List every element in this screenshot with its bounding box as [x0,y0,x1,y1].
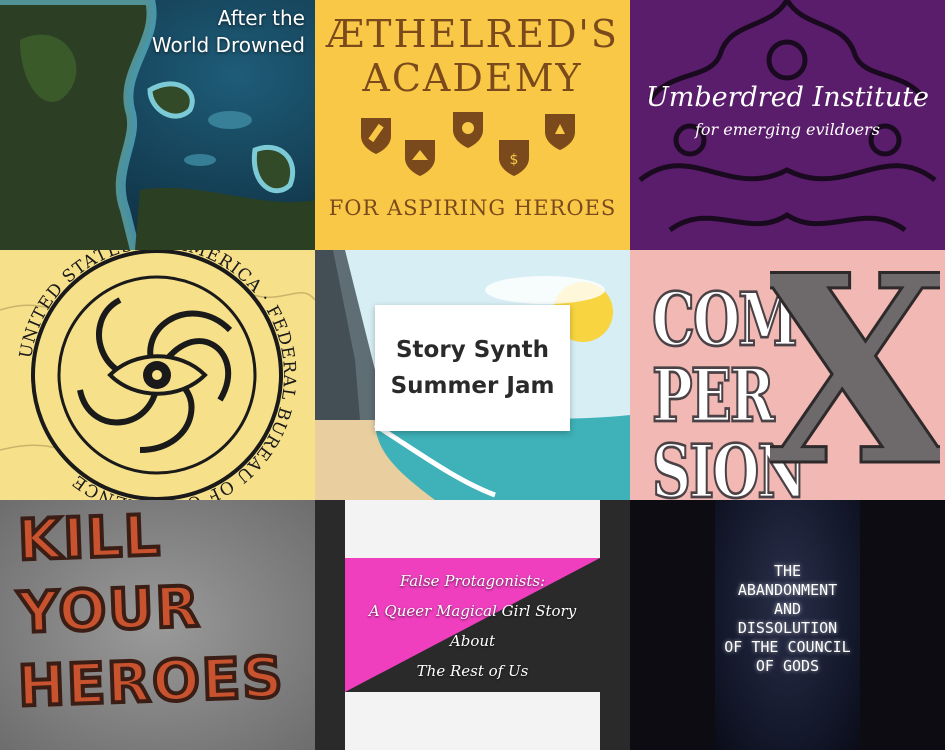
cover-title-line: The Rest of Us [416,662,529,680]
tile-title: Umberdred Institute [645,82,930,113]
starfield-poster [715,500,860,750]
beach-scene-image [315,250,630,500]
pink-black-band [345,558,600,692]
game-tile-story-synth-summer-jam[interactable]: Story Synth Summer Jam [315,250,630,500]
tile-title: ÆTHELRED'S ACADEMY [326,12,619,100]
game-tile-false-protagonists[interactable]: False Protagonists: A Queer Magical Girl… [315,500,630,750]
card-title-line: Summer Jam [390,373,555,399]
game-tile-aethelreds-academy[interactable]: ÆTHELRED'S ACADEMY $ FOR ASPIRING HEROES [315,0,630,250]
fbc-seal-image: UNITED STATES OF AMERICA · FEDERAL BUREA… [0,250,315,500]
tile-subtitle: for emerging evildoers [695,120,880,139]
aerial-islands-image [0,0,315,250]
poster-title: THE ABANDONMENT AND DISSOLUTION OF THE C… [724,562,851,675]
tile-title: After the World Drowned [151,6,305,57]
title-card: Story Synth Summer Jam [375,305,570,431]
game-tile-kill-your-heroes[interactable]: KILL YOUR HEROES [0,500,315,750]
cover-title-line: A Queer Magical Girl Story [368,602,577,620]
game-tile-compersion[interactable]: COM PER SION X [630,250,945,500]
title-line: KILL [15,502,165,576]
game-tile-abandonment-council-of-gods[interactable]: THE ABANDONMENT AND DISSOLUTION OF THE C… [630,500,945,750]
hero-shields-icons: $ [361,112,575,176]
ornate-x-glyph: X [770,252,940,492]
game-tile-after-the-world-drowned[interactable]: After the World Drowned [0,0,315,250]
title-line: SION [651,427,808,500]
game-tile-umberdred-institute[interactable]: Umberdred Institute for emerging evildoe… [630,0,945,250]
stacked-title: COM PER SION [651,268,808,500]
tile-subtitle: FOR ASPIRING HEROES [328,196,617,220]
card-title-line: Story Synth [395,337,549,363]
svg-text:X: X [770,252,940,492]
title-line: HEROES [15,643,288,721]
svg-text:$: $ [510,152,519,168]
cover-title-line: False Protagonists: [399,572,546,590]
cover-title-line: About [449,632,496,650]
title-line: PER [651,351,776,440]
ornate-filigree-image [638,0,937,233]
game-tile-federal-bureau-of-coherence[interactable]: UNITED STATES OF AMERICA · FEDERAL BUREA… [0,250,315,500]
title-line: YOUR [15,573,204,648]
